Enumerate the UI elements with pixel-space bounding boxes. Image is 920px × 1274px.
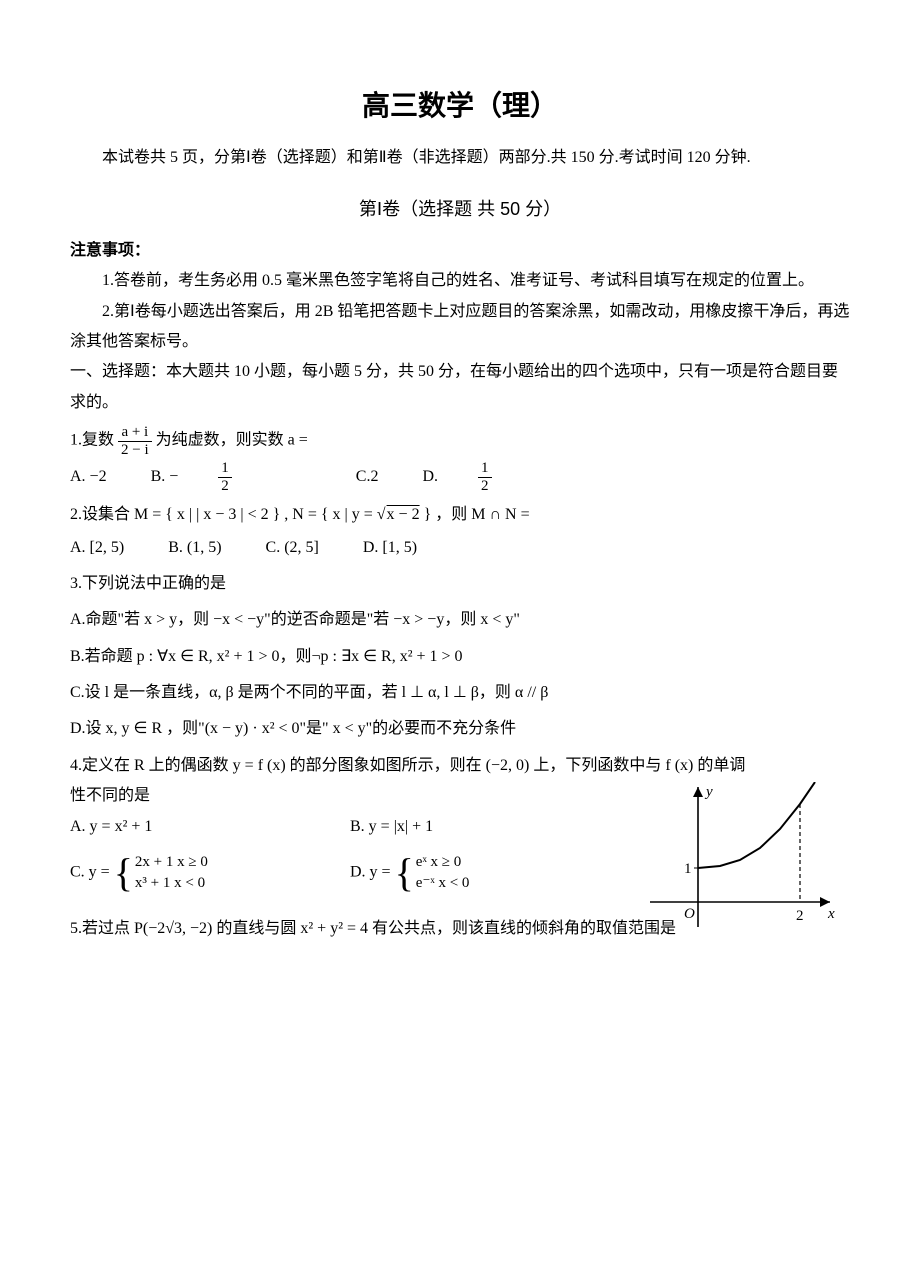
q1-b-num: 1 bbox=[218, 460, 232, 478]
notice-heading: 注意事项： bbox=[70, 236, 850, 266]
question-1: 1.复数 a + i 2 − i 为纯虚数，则实数 a = bbox=[70, 424, 850, 458]
q1-b-frac: 12 bbox=[218, 460, 272, 494]
q1-b-den: 2 bbox=[218, 478, 232, 495]
q4-stem-line2: 性不同的是 bbox=[70, 787, 150, 804]
q1-options: A. −2 B. −12 C.2 D. 12 bbox=[70, 460, 850, 494]
q4-stem-line1: 4.定义在 R 上的偶函数 y = f (x) 的部分图象如图所示，则在 (−2… bbox=[70, 757, 745, 774]
brace-icon: { bbox=[395, 853, 414, 893]
svg-text:x: x bbox=[827, 906, 835, 922]
q4-graph: Ox y 1 2 bbox=[640, 782, 840, 932]
q3-opt-a: A.命题"若 x > y，则 −x < −y"的逆否命题是"若 −x > −y，… bbox=[70, 605, 850, 635]
q2-opt-d: D. [1, 5) bbox=[363, 533, 417, 563]
question-3-stem: 3.下列说法中正确的是 bbox=[70, 569, 850, 599]
q3-opt-b: B.若命题 p : ∀x ∈ R, x² + 1 > 0，则¬p : ∃x ∈ … bbox=[70, 642, 850, 672]
q3-opt-c: C.设 l 是一条直线，α, β 是两个不同的平面，若 l ⊥ α, l ⊥ β… bbox=[70, 678, 850, 708]
q4-opt-c: C. y = { 2x + 1 x ≥ 0 x³ + 1 x < 0 bbox=[70, 852, 350, 894]
q1-fraction: a + i 2 − i bbox=[118, 424, 152, 458]
q4-c-row2: x³ + 1 x < 0 bbox=[135, 873, 208, 894]
q4-d-row2: e⁻ˣ x < 0 bbox=[416, 873, 470, 894]
q1-opt-d: D. 12 bbox=[422, 460, 571, 494]
svg-text:y: y bbox=[704, 784, 713, 800]
q4-opt-b: B. y = |x| + 1 bbox=[350, 812, 630, 842]
svg-text:2: 2 bbox=[796, 908, 804, 924]
q1-d-den: 2 bbox=[478, 478, 492, 495]
q4-d-row1: eˣ x ≥ 0 bbox=[416, 852, 470, 873]
q1-frac-den: 2 − i bbox=[118, 442, 152, 459]
q1-d-pre: D. bbox=[422, 462, 438, 492]
question-2: 2.设集合 M = { x | | x − 3 | < 2 } , N = { … bbox=[70, 500, 850, 530]
doc-subtitle: 本试卷共 5 页，分第Ⅰ卷（选择题）和第Ⅱ卷（非选择题）两部分.共 150 分.… bbox=[70, 143, 850, 173]
q1-suffix: 为纯虚数，则实数 a = bbox=[156, 432, 308, 449]
notice-1: 1.答卷前，考生务必用 0.5 毫米黑色签字笔将自己的姓名、准考证号、考试科目填… bbox=[70, 266, 850, 296]
q1-prefix: 1.复数 bbox=[70, 432, 114, 449]
q2-text1: 2.设集合 M = { x | | x − 3 | < 2 } , N = { … bbox=[70, 506, 386, 523]
q1-b-pre: B. − bbox=[151, 462, 179, 492]
section-instruction: 一、选择题：本大题共 10 小题，每小题 5 分，共 50 分，在每小题给出的四… bbox=[70, 357, 850, 418]
q4-opt-a: A. y = x² + 1 bbox=[70, 812, 350, 842]
q2-options: A. [2, 5) B. (1, 5) C. (2, 5] D. [1, 5) bbox=[70, 533, 850, 563]
q4-c-row1: 2x + 1 x ≥ 0 bbox=[135, 852, 208, 873]
q2-sqrt: x − 2 bbox=[386, 506, 420, 523]
q2-opt-b: B. (1, 5) bbox=[168, 533, 221, 563]
q2-opt-c: C. (2, 5] bbox=[266, 533, 319, 563]
q4-d-pre: D. y = bbox=[350, 864, 395, 881]
q1-opt-b: B. − 12 bbox=[151, 460, 312, 494]
q4-opt-d: D. y = { eˣ x ≥ 0 e⁻ˣ x < 0 bbox=[350, 852, 630, 894]
doc-title: 高三数学（理） bbox=[70, 80, 850, 133]
q3-opt-d: D.设 x, y ∈ R ，则"(x − y) · x² < 0"是" x < … bbox=[70, 714, 850, 744]
section1-title: 第Ⅰ卷（选择题 共 50 分） bbox=[70, 192, 850, 226]
svg-text:1: 1 bbox=[684, 861, 692, 877]
q1-opt-c: C.2 bbox=[356, 462, 379, 492]
q1-frac-num: a + i bbox=[118, 424, 152, 442]
brace-icon: { bbox=[114, 853, 133, 893]
q1-d-num: 1 bbox=[478, 460, 492, 478]
q4-c-pre: C. y = bbox=[70, 864, 114, 881]
notice-2: 2.第Ⅰ卷每小题选出答案后，用 2B 铅笔把答题卡上对应题目的答案涂黑，如需改动… bbox=[70, 297, 850, 358]
q4-options: A. y = x² + 1 B. y = |x| + 1 C. y = { 2x… bbox=[70, 812, 850, 894]
svg-text:O: O bbox=[684, 906, 695, 922]
q1-d-frac: 12 bbox=[478, 460, 532, 494]
q1-opt-a: A. −2 bbox=[70, 462, 107, 492]
q2-text2: } ，则 M ∩ N = bbox=[420, 506, 530, 523]
q4-d-piecewise: { eˣ x ≥ 0 e⁻ˣ x < 0 bbox=[395, 852, 470, 894]
q2-opt-a: A. [2, 5) bbox=[70, 533, 124, 563]
q4-c-piecewise: { 2x + 1 x ≥ 0 x³ + 1 x < 0 bbox=[114, 852, 208, 894]
